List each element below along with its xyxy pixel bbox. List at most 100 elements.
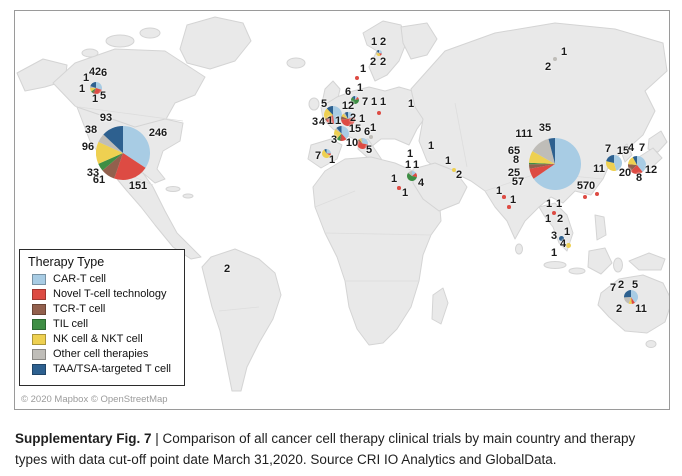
land-hispaniola <box>182 193 194 199</box>
pie-slice <box>376 51 379 54</box>
pie-slice <box>90 88 96 92</box>
legend-item-label: Other cell therapies <box>53 348 149 360</box>
legend-item-label: CAR-T cell <box>53 273 106 285</box>
pie-slice <box>326 153 331 156</box>
pie-slice <box>351 96 359 104</box>
dot-marker[interactable] <box>595 192 599 196</box>
dot-marker[interactable] <box>565 242 571 248</box>
pie-slice <box>379 50 382 54</box>
pie-marker-norway-sweden[interactable] <box>376 50 382 56</box>
dot-marker[interactable] <box>377 111 381 115</box>
dot-marker[interactable] <box>397 186 401 190</box>
pie-slice <box>529 164 555 169</box>
dot-marker[interactable] <box>558 235 564 241</box>
land-sri-lanka <box>515 243 523 255</box>
pie-slice <box>326 148 331 153</box>
pie-marker-israel[interactable] <box>407 171 417 181</box>
pie-slice <box>606 155 614 163</box>
legend-items: CAR-T cell Novel T-cell technology TCR-T c… <box>28 273 176 375</box>
pie-slice <box>333 128 341 139</box>
pie-marker-south-korea[interactable] <box>606 155 622 171</box>
land-sulawesi <box>613 257 623 273</box>
figure-caption-label: Supplementary Fig. 7 <box>15 431 152 446</box>
pie-slice <box>407 172 417 181</box>
pie-slice <box>102 153 123 179</box>
land-africa <box>312 156 442 346</box>
pie-slice <box>356 140 368 149</box>
pie-marker-united-states[interactable] <box>96 126 150 180</box>
land-philippines <box>594 214 607 241</box>
pie-slice <box>341 113 348 119</box>
pie-slice <box>321 149 330 158</box>
land-arabia <box>412 162 468 212</box>
dot-marker[interactable] <box>369 135 373 139</box>
pie-marker-france[interactable] <box>333 125 349 141</box>
pie-marker-spain[interactable] <box>321 148 331 158</box>
pie-slice <box>614 155 622 171</box>
land-arctic-island <box>105 34 135 48</box>
map-canvas[interactable]: Therapy Type CAR-T cell Novel T-cell tech… <box>15 11 669 409</box>
pie-marker-italy[interactable] <box>356 137 368 149</box>
land-borneo <box>587 247 613 275</box>
legend-item-label: NK cell & NKT cell <box>53 333 143 345</box>
pie-slice <box>334 127 341 133</box>
pie-slice <box>624 290 631 298</box>
pie-slice <box>412 172 417 178</box>
pie-slice <box>532 138 555 164</box>
pie-slice <box>533 138 581 190</box>
pie-slice <box>624 297 631 304</box>
pie-marker-netherlands[interactable] <box>351 96 359 104</box>
dot-marker[interactable] <box>502 195 506 199</box>
pie-slice <box>630 165 643 174</box>
pie-slice <box>632 156 637 165</box>
dot-marker[interactable] <box>507 205 511 209</box>
legend-item: TAA/TSA-targeted T cell <box>32 363 176 375</box>
pie-slice <box>360 137 362 143</box>
pie-slice <box>94 88 102 94</box>
pie-slice <box>631 297 635 304</box>
pie-slice <box>343 112 348 119</box>
dot-marker[interactable] <box>552 211 556 215</box>
legend-item: CAR-T cell <box>32 273 176 285</box>
dot-marker[interactable] <box>553 57 557 61</box>
pie-marker-japan[interactable] <box>628 156 646 174</box>
land-tasmania <box>645 340 657 348</box>
pie-slice <box>379 53 382 56</box>
legend-color-swatch <box>32 288 46 300</box>
pie-slice <box>92 88 96 94</box>
dot-marker[interactable] <box>355 76 359 80</box>
map-frame: Therapy Type CAR-T cell Novel T-cell tech… <box>14 10 670 410</box>
pie-marker-australia[interactable] <box>624 290 638 304</box>
land-japan-north <box>647 130 668 153</box>
legend-color-swatch <box>32 333 46 345</box>
pie-marker-china[interactable] <box>529 138 581 190</box>
pie-slice <box>323 148 326 153</box>
legend-color-swatch <box>32 348 46 360</box>
dot-marker[interactable] <box>452 168 456 172</box>
pie-slice <box>96 141 123 164</box>
land-finland <box>400 22 438 60</box>
pie-slice <box>336 125 341 133</box>
land-south-america <box>201 248 282 392</box>
dot-marker[interactable] <box>583 195 587 199</box>
legend-color-swatch <box>32 303 46 315</box>
pie-slice <box>96 82 102 90</box>
pie-slice <box>606 161 617 171</box>
pie-marker-canada[interactable] <box>90 82 102 94</box>
pie-marker-united-kingdom[interactable] <box>324 106 342 124</box>
legend-item: Novel T-cell technology <box>32 288 176 300</box>
map-attribution[interactable]: © 2020 Mapbox © OpenStreetMap <box>21 394 168 405</box>
land-madagascar <box>431 287 449 325</box>
pie-marker-germany[interactable] <box>341 112 355 126</box>
legend-color-swatch <box>32 363 46 375</box>
pie-slice <box>376 53 381 56</box>
pie-slice <box>336 133 341 141</box>
pie-slice <box>103 126 123 153</box>
pie-slice <box>355 96 358 100</box>
pie-slice <box>341 116 348 120</box>
pie-slice <box>529 151 555 164</box>
land-indochina <box>538 202 574 252</box>
land-australia <box>597 274 669 334</box>
pie-slice <box>637 156 646 173</box>
pie-slice <box>408 171 412 176</box>
